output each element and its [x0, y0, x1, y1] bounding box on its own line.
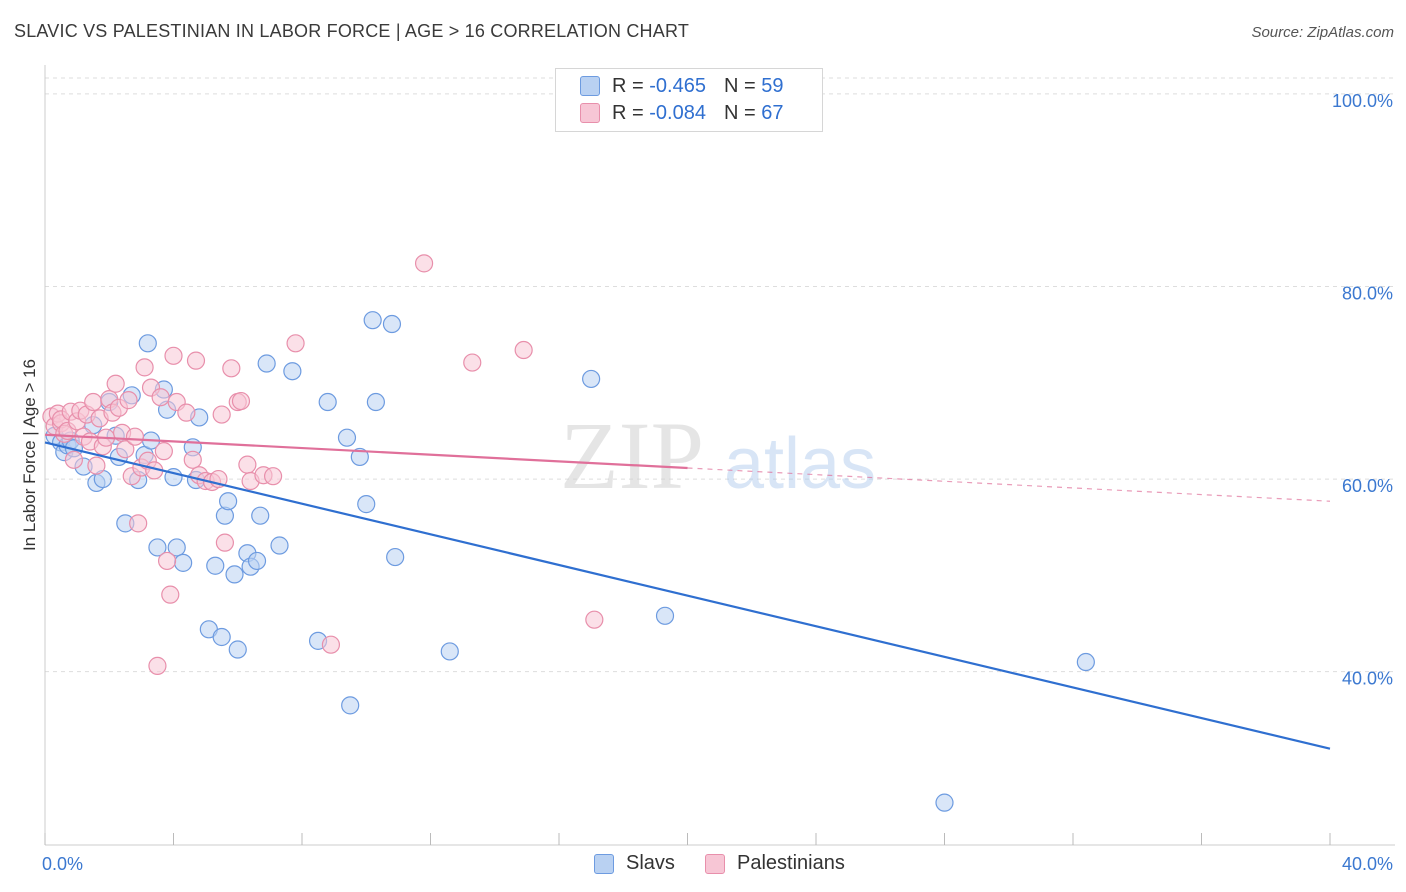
slavs-legend-swatch — [594, 853, 614, 874]
slavs-point — [167, 538, 186, 557]
palestinian-point — [157, 551, 177, 571]
palestinians-n-label: N = — [723, 101, 756, 124]
series-legend: Slavs Palestinians — [0, 852, 1406, 878]
y-tick-label: 40.0% — [1342, 669, 1393, 689]
palestinian-point — [116, 440, 135, 459]
slavs-point — [337, 428, 357, 447]
legend-item-palestinians[interactable]: Palestinians — [705, 852, 845, 875]
palestinian-point — [238, 455, 257, 474]
y-tick-label: 100.0% — [1332, 91, 1393, 111]
palestinian-point — [125, 427, 145, 446]
palestinian-point — [148, 656, 167, 675]
palestinian-trend-line — [44, 433, 688, 470]
palestinian-point — [154, 442, 173, 461]
palestinian-point — [151, 388, 170, 407]
palestinian-point — [215, 533, 234, 552]
points-layer — [42, 254, 1095, 812]
slavs-point — [148, 538, 167, 557]
palestinians-r-value: -0.084 — [649, 101, 706, 124]
palestinian-trend-extension — [687, 467, 1331, 502]
slavs-point — [655, 606, 675, 625]
palestinian-point — [106, 374, 125, 393]
palestinian-point — [321, 635, 341, 654]
palestinian-point — [87, 456, 106, 475]
slavs-n-label: N = — [723, 74, 756, 97]
slavs-point — [283, 362, 302, 381]
slavs-point — [341, 696, 360, 715]
slavs-point — [251, 506, 270, 525]
slavs-legend-label: Slavs — [626, 852, 675, 874]
slavs-point — [206, 556, 225, 575]
palestinians-swatch — [580, 103, 600, 123]
slavs-point — [212, 627, 231, 647]
palestinian-point — [64, 450, 84, 469]
slavs-r-label: R = — [612, 74, 644, 97]
palestinian-point — [514, 340, 533, 360]
y-tick-label: 60.0% — [1342, 476, 1393, 496]
palestinian-point — [186, 351, 206, 370]
palestinian-point — [135, 358, 154, 377]
slavs-point — [386, 547, 405, 567]
palestinian-point — [84, 392, 103, 412]
palestinian-point — [161, 585, 180, 604]
palestinian-point — [129, 514, 148, 533]
axis-layer — [44, 65, 1395, 846]
slavs-point — [382, 314, 402, 334]
palestinian-point — [222, 359, 241, 378]
slavs-point — [1076, 652, 1095, 672]
palestinian-point — [463, 353, 482, 372]
slavs-point — [440, 642, 459, 661]
slavs-point — [228, 640, 247, 659]
slavs-n-value: 59 — [761, 74, 784, 97]
palestinian-point — [263, 467, 283, 486]
trend-layer — [44, 433, 1331, 750]
x-tick-label: 0.0% — [42, 854, 83, 874]
grid-layer — [45, 77, 1395, 673]
palestinian-point — [231, 391, 251, 411]
slavs-point — [350, 447, 369, 467]
y-tick-label: 80.0% — [1342, 283, 1393, 303]
slavs-point — [357, 495, 376, 514]
slavs-point — [138, 334, 157, 353]
slavs-r-value: -0.465 — [649, 74, 706, 97]
correlation-legend: R = -0.465 N = 59 R = -0.084 N = 67 — [555, 68, 823, 132]
palestinian-point — [286, 334, 305, 353]
slavs-point — [247, 551, 267, 571]
watermark-zip: ZIP — [560, 402, 704, 509]
y-axis-label: In Labor Force | Age > 16 — [20, 359, 39, 551]
x-tick-label: 40.0% — [1342, 854, 1393, 874]
palestinian-point — [414, 254, 434, 273]
slavs-point — [366, 392, 385, 412]
watermark-atlas: atlas — [724, 424, 876, 504]
slavs-point — [270, 536, 289, 555]
palestinians-r-label: R = — [612, 101, 644, 124]
palestinians-legend-swatch — [705, 853, 725, 874]
slavs-point — [174, 553, 193, 572]
slavs-point — [219, 492, 238, 511]
palestinians-legend-label: Palestinians — [737, 852, 845, 874]
slavs-point — [257, 354, 276, 373]
palestinian-point — [164, 346, 183, 365]
palestinian-point — [212, 405, 231, 424]
palestinians-n-value: 67 — [761, 101, 784, 124]
label-layer: 100.0% 80.0% 60.0% 40.0% 0.0% 40.0% — [42, 91, 1393, 874]
slavs-point — [935, 793, 954, 812]
slavs-point — [318, 392, 337, 412]
palestinian-point — [119, 391, 138, 410]
slavs-point — [225, 565, 244, 584]
source-credit: Source: ZipAtlas.com — [1251, 24, 1394, 41]
palestinian-point — [585, 610, 604, 629]
palestinian-point — [177, 403, 196, 422]
legend-item-slavs[interactable]: Slavs — [594, 852, 675, 875]
legend-row-palestinians: R = -0.084 N = 67 — [580, 100, 783, 126]
slavs-trend-line — [44, 441, 1331, 750]
slavs-swatch — [580, 76, 600, 96]
slavs-point — [363, 311, 382, 330]
legend-row-slavs: R = -0.465 N = 59 — [580, 73, 783, 99]
slavs-point — [582, 369, 601, 389]
palestinian-point — [183, 450, 202, 469]
chart-title: SLAVIC VS PALESTINIAN IN LABOR FORCE | A… — [14, 21, 690, 41]
